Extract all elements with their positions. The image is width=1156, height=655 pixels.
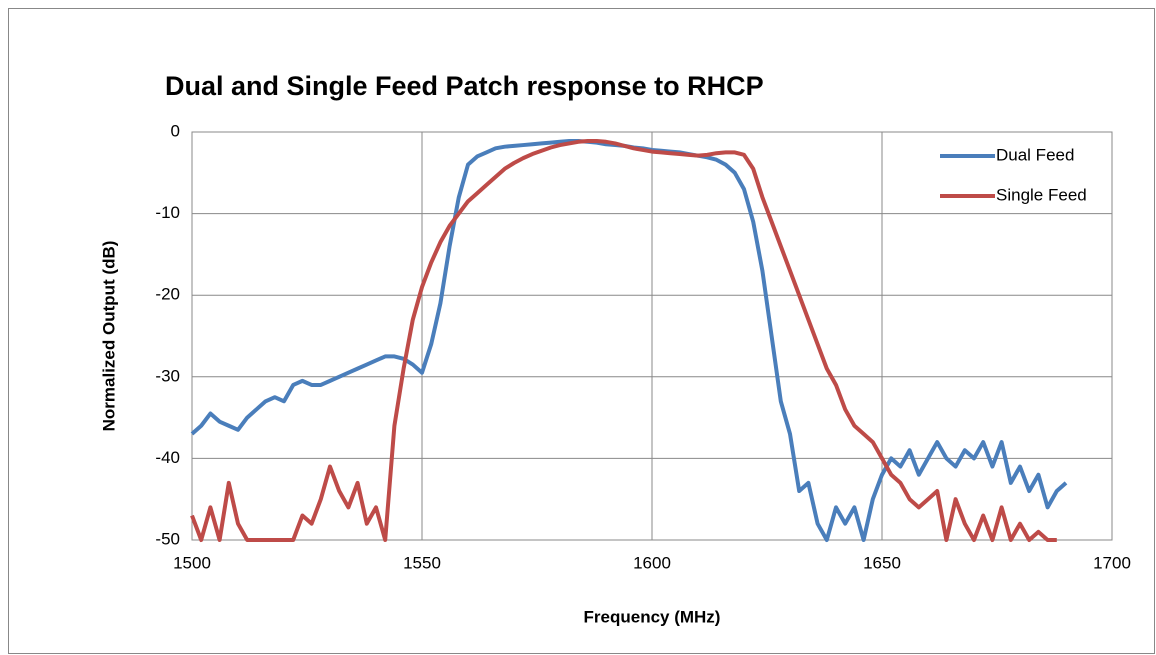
y-axis-label: Normalized Output (dB) (99, 241, 118, 432)
x-tick-label: 1600 (633, 553, 671, 572)
chart-border (8, 8, 1155, 654)
y-tick-label: -30 (155, 366, 180, 385)
y-tick-label: 0 (171, 121, 180, 140)
data-line (190, 138, 1057, 542)
x-tick-label: 1550 (403, 553, 441, 572)
legend-label: Single Feed (996, 185, 1087, 204)
legend-label: Dual Feed (996, 145, 1074, 164)
x-axis-label: Frequency (MHz) (584, 607, 721, 626)
y-tick-label: -10 (155, 203, 180, 222)
x-tick-label: 1650 (863, 553, 901, 572)
x-tick-label: 1500 (173, 553, 211, 572)
y-tick-label: -20 (155, 285, 180, 304)
chart-title: Dual and Single Feed Patch response to R… (165, 71, 764, 101)
x-tick-label: 1700 (1093, 553, 1131, 572)
data-line (190, 138, 1068, 542)
y-tick-label: -50 (155, 529, 180, 548)
y-tick-label: -40 (155, 448, 180, 467)
plot-border (191, 131, 1113, 541)
